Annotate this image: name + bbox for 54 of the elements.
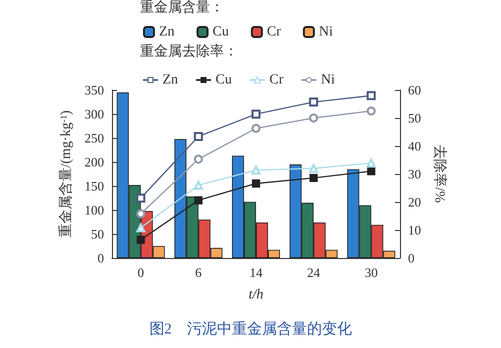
y-tick-label: 350 xyxy=(84,82,104,98)
y-tick-label: 150 xyxy=(84,178,104,194)
point xyxy=(194,180,203,190)
y-axis-title: 重金属含量/(mg·kg-1) xyxy=(58,110,74,238)
y-tick-label: 300 xyxy=(84,106,104,122)
legend-label: Zn xyxy=(159,24,175,40)
legend-label: Cu xyxy=(212,24,229,40)
x-tick-label: 30 xyxy=(364,265,378,280)
y-tick-label: 100 xyxy=(84,202,104,218)
x-tick-label: 6 xyxy=(195,265,202,280)
y2-tick-label: 60 xyxy=(408,82,421,98)
y-tick-label: 250 xyxy=(84,130,104,146)
legend-label: Cr xyxy=(269,72,284,88)
point xyxy=(136,194,146,203)
y-tick-label: 0 xyxy=(98,250,104,266)
text: 图2 污泥中重金属含量的变化 xyxy=(149,320,352,338)
point xyxy=(252,166,260,175)
point xyxy=(252,179,260,188)
x-axis-title: t/h xyxy=(248,288,264,302)
point xyxy=(194,132,203,141)
point xyxy=(366,158,376,168)
point xyxy=(252,110,260,119)
point xyxy=(309,114,318,122)
y2-tick-label: 40 xyxy=(408,138,421,154)
y2-tick-label: 30 xyxy=(408,166,421,182)
point xyxy=(194,196,202,204)
point xyxy=(194,154,203,164)
point xyxy=(309,164,318,173)
point xyxy=(252,124,260,133)
legend-title: 重金属含量： xyxy=(140,0,224,16)
legend-label: Ni xyxy=(318,24,333,40)
text: 重金属去除率： xyxy=(140,44,238,60)
y2-axis-title: 去除率/% xyxy=(431,145,448,204)
x-tick-label: 24 xyxy=(307,265,321,280)
point xyxy=(136,223,146,232)
y2-tick-label: 20 xyxy=(408,194,421,210)
y2-tick-label: 50 xyxy=(408,110,421,126)
y-tick-label: 50 xyxy=(91,226,104,242)
legend-label: Cu xyxy=(216,72,232,88)
point xyxy=(366,91,376,100)
point xyxy=(367,167,376,176)
x-tick-label: 14 xyxy=(250,265,263,280)
x-tick-label: 0 xyxy=(138,265,144,280)
y2-tick-label: 0 xyxy=(408,250,414,266)
point xyxy=(366,106,376,116)
legend-label: Ni xyxy=(320,72,335,88)
legend-label: Cr xyxy=(266,24,282,40)
point xyxy=(136,236,145,244)
y-tick-label: 200 xyxy=(84,154,104,170)
point xyxy=(309,98,318,107)
point xyxy=(310,174,318,182)
point xyxy=(136,209,146,218)
y2-tick-label: 10 xyxy=(408,222,421,238)
legend-label: Zn xyxy=(162,72,178,88)
